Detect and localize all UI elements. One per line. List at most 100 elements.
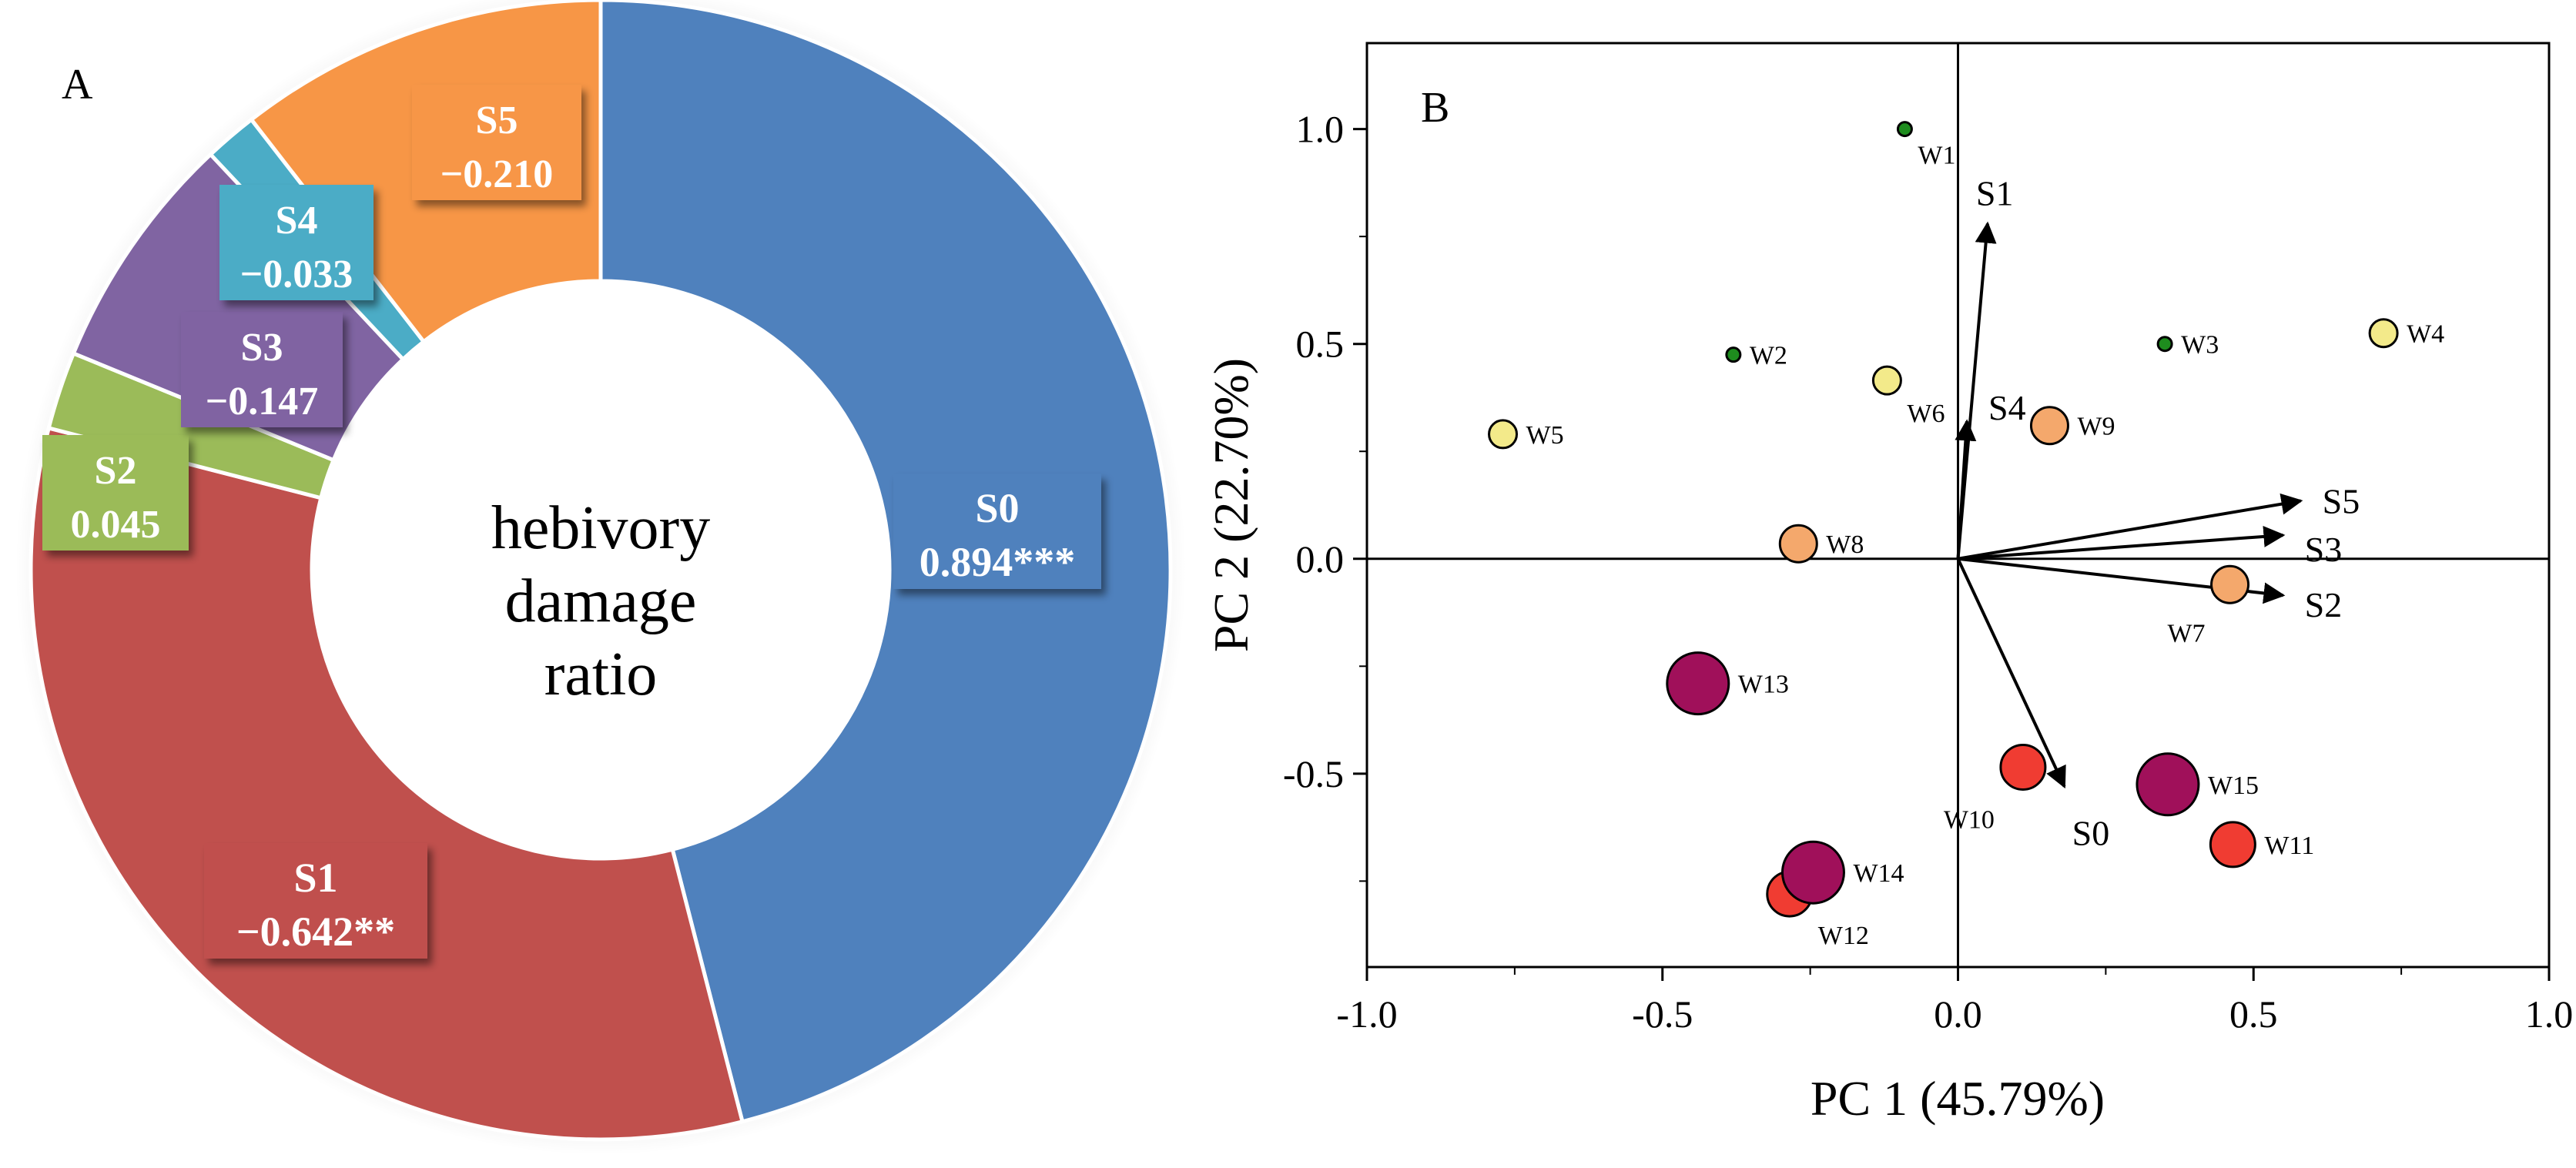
point-label: W5	[1526, 421, 1564, 450]
slice-label-box	[204, 843, 427, 959]
point-w7: W7	[2167, 564, 2250, 648]
point-w15: W15	[2136, 752, 2259, 817]
axes: -1.0 -0.5 0.0 0.5 1.0 -0.5 0.0 0.5 1.0	[1283, 43, 2573, 1036]
point-w14: W14	[1780, 840, 1904, 905]
point-label: W11	[2264, 832, 2314, 860]
panel-b-label: B	[1421, 84, 1449, 132]
slice-label-box	[412, 85, 581, 200]
point-w11: W11	[2209, 821, 2314, 868]
point-marker	[1896, 121, 1913, 138]
point-marker	[1999, 743, 2047, 791]
vector-arrow	[1958, 493, 2303, 561]
x-tick-label: 0.0	[1934, 992, 1982, 1036]
x-tick-label: 1.0	[2525, 992, 2574, 1036]
vector-arrow	[1958, 525, 2286, 561]
vector-label: S4	[1988, 388, 2026, 427]
donut-slice-labels: S0 0.894*** S1 −0.642** S2 0.045 S3 −0.147 S4 −0.…	[42, 85, 1101, 959]
point-label: W6	[1907, 400, 1945, 428]
center-title-line-2: damage	[505, 567, 697, 635]
vector-s4: S4	[1955, 388, 2026, 559]
point-marker	[1488, 419, 1519, 450]
x-tick-label: 0.5	[2229, 992, 2278, 1036]
slice-label-s2: S2 0.045	[42, 435, 189, 551]
y-axis-title: PC 2 (22.70%)	[1204, 358, 1258, 652]
vector-label: S2	[2305, 585, 2343, 624]
point-label: W3	[2181, 331, 2219, 360]
slice-label-box	[219, 185, 374, 300]
slice-value: 0.045	[71, 503, 161, 547]
point-label: W15	[2208, 771, 2259, 800]
point-marker	[2156, 336, 2173, 353]
slice-name: S0	[975, 485, 1019, 531]
point-label: W13	[1738, 671, 1789, 699]
point-label: W4	[2407, 320, 2444, 349]
point-w9: W9	[2029, 406, 2115, 446]
center-title-line-3: ratio	[544, 641, 658, 708]
vector-s5: S5	[1958, 481, 2360, 561]
point-label: W8	[1826, 530, 1864, 559]
vector-label: S1	[1976, 173, 2014, 213]
slice-label-s1: S1 −0.642**	[204, 843, 427, 959]
point-marker	[1780, 840, 1845, 905]
slice-label-box	[42, 435, 189, 551]
slice-label-box	[181, 312, 343, 427]
vector-s0: S0	[1956, 557, 2110, 853]
y-tick-label: 0.0	[1296, 537, 1345, 581]
vector-s1: S1	[1956, 173, 2014, 559]
slice-label-box	[893, 474, 1101, 589]
point-label: W14	[1853, 859, 1904, 888]
slice-name: S4	[276, 199, 318, 243]
point-w2: W2	[1725, 342, 1787, 370]
vector-s2: S2	[1958, 557, 2343, 624]
point-marker	[2368, 318, 2399, 349]
slice-label-s5: S5 −0.210	[412, 85, 581, 200]
point-marker	[1778, 524, 1818, 564]
vector-s3: S3	[1958, 525, 2343, 569]
slice-value: −0.210	[440, 152, 554, 196]
point-label: W10	[1944, 805, 1995, 834]
panel-b-pca-biplot: B -1.0 -0.5 0.0 0.5 1.0 -0.5 0.0 0.5 1.0 S0 S1 S2 S…	[1204, 42, 2573, 1126]
point-w1: W1	[1896, 121, 1956, 170]
point-w4: W4	[2368, 318, 2444, 349]
point-w10: W10	[1944, 743, 2047, 834]
slice-name: S1	[293, 855, 337, 901]
point-w6: W6	[1871, 365, 1945, 428]
point-marker	[2136, 752, 2200, 817]
slice-label-s4: S4 −0.033	[219, 185, 374, 300]
slice-name: S5	[476, 99, 518, 142]
x-tick-label: -1.0	[1336, 992, 1397, 1036]
slice-label-s3: S3 −0.147	[181, 312, 343, 427]
center-title-line-1: hebivory	[491, 494, 710, 562]
point-marker	[2210, 564, 2250, 604]
donut-hole	[312, 281, 889, 858]
slice-value: −0.642**	[236, 909, 395, 955]
point-marker	[2209, 821, 2256, 868]
point-w5: W5	[1488, 419, 1564, 450]
point-label: W7	[2167, 619, 2205, 648]
point-marker	[1666, 651, 1730, 716]
point-label: W12	[1818, 922, 1869, 950]
point-w13: W13	[1666, 651, 1789, 716]
vector-arrow	[1955, 419, 1977, 559]
slice-value: −0.033	[240, 253, 353, 296]
slice-name: S2	[95, 449, 137, 493]
point-label: W1	[1918, 142, 1955, 170]
panel-a-donut-chart: A hebivory damage ratio S0 0.894*** S1 −0.6…	[15, 0, 1186, 1155]
y-tick-label: -0.5	[1283, 752, 1344, 795]
vector-arrow	[1956, 557, 2066, 789]
site-points: W1 W2 W3 W4 W5 W6 W7 W8 W9 W10 W11 W12 W13 W14 W15	[1488, 121, 2444, 950]
y-tick-label: 0.5	[1296, 323, 1345, 366]
slice-label-s0: S0 0.894***	[893, 474, 1101, 589]
point-marker	[1871, 365, 1902, 396]
donut-center-title: hebivory damage ratio	[491, 494, 710, 708]
point-w3: W3	[2156, 331, 2219, 360]
vector-label: S3	[2305, 530, 2343, 569]
x-axis-title: PC 1 (45.79%)	[1811, 1071, 2105, 1126]
slice-value: −0.147	[206, 380, 319, 423]
y-tick-label: 1.0	[1296, 108, 1345, 151]
vector-label: S0	[2072, 814, 2110, 853]
point-marker	[1725, 346, 1742, 363]
point-marker	[2029, 406, 2069, 446]
slice-value: 0.894***	[920, 539, 1076, 585]
